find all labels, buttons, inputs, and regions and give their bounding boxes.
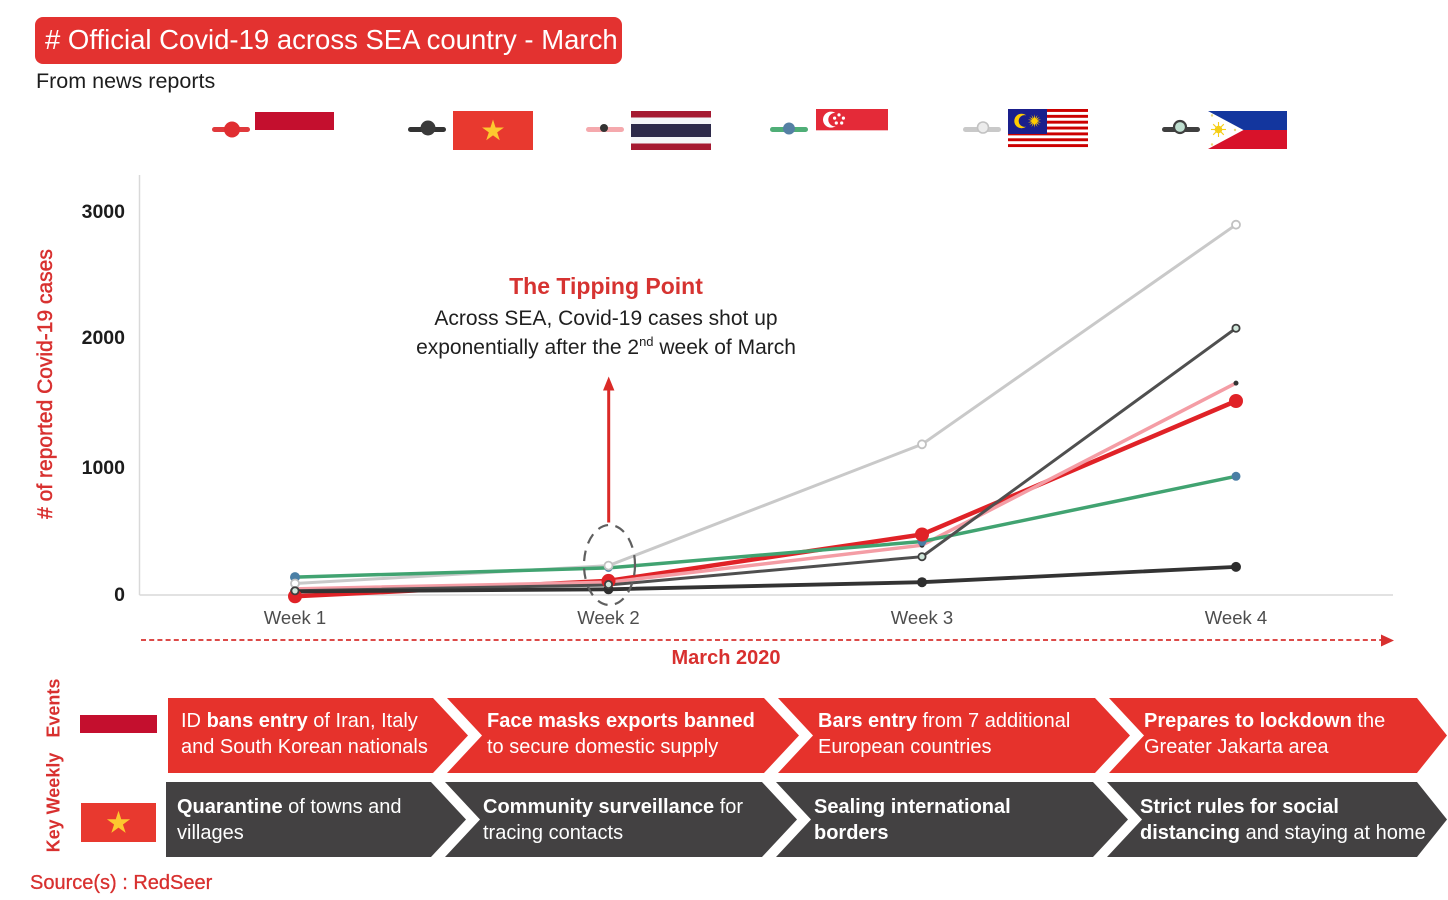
svg-text:Week 1: Week 1 — [264, 607, 326, 628]
svg-text:# of reported Covid-19 cases: # of reported Covid-19 cases — [34, 249, 57, 519]
svg-text:0: 0 — [114, 584, 125, 606]
svg-text:Week 4: Week 4 — [1205, 607, 1267, 628]
svg-text:1000: 1000 — [82, 457, 126, 479]
svg-text:3000: 3000 — [82, 201, 126, 223]
svg-text:Week 3: Week 3 — [891, 607, 953, 628]
svg-text:2000: 2000 — [82, 327, 126, 349]
svg-text:Week 2: Week 2 — [577, 607, 639, 628]
